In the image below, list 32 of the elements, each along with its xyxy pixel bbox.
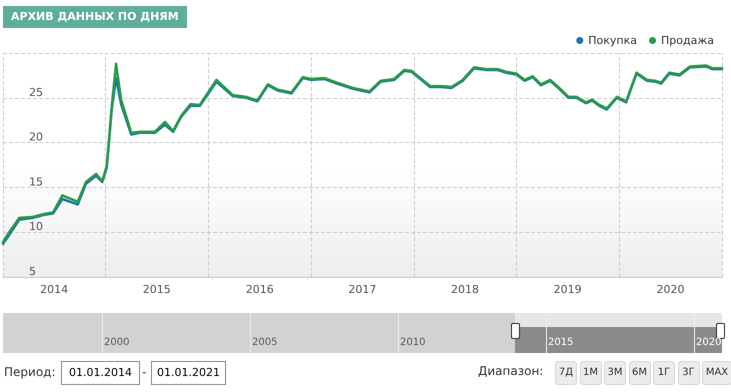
y-tick-label: 10 bbox=[29, 220, 43, 234]
y-tick-label: 5 bbox=[29, 265, 36, 278]
x-tick-label: 2019 bbox=[554, 283, 582, 296]
text: 7Д bbox=[555, 361, 577, 385]
y-tick-label: 15 bbox=[29, 175, 43, 188]
x-tick-label: 2016 bbox=[246, 283, 274, 296]
legend-label: Продажа bbox=[661, 34, 714, 47]
date-field: 01.01.2021 bbox=[151, 361, 226, 385]
text: - bbox=[142, 365, 146, 379]
text: Период: bbox=[4, 365, 56, 379]
x-tick-label: 2020 bbox=[656, 283, 685, 296]
text: 1Г bbox=[653, 361, 675, 385]
text: 2000 bbox=[104, 337, 130, 348]
text: 1М bbox=[580, 361, 602, 385]
text: 2005 bbox=[252, 337, 278, 348]
text: 2015 bbox=[548, 337, 574, 348]
text: MAX bbox=[702, 361, 731, 385]
text: 6М bbox=[628, 361, 650, 385]
text: 2010 bbox=[400, 337, 426, 348]
text: 2020 bbox=[696, 337, 722, 348]
legend-label: Покупка bbox=[588, 34, 638, 47]
x-tick-label: 2014 bbox=[40, 283, 68, 296]
date-field: 01.01.2014 bbox=[61, 361, 140, 385]
x-tick-label: 2017 bbox=[348, 283, 376, 296]
text: Диапазон: bbox=[478, 364, 544, 378]
text: 3М bbox=[604, 361, 626, 385]
chart-title: АРХИВ ДАННЫХ ПО ДНЯМ bbox=[3, 6, 187, 28]
text: 3Г bbox=[678, 361, 700, 385]
x-tick-label: 2015 bbox=[142, 283, 171, 296]
y-tick-label: 25 bbox=[29, 86, 43, 99]
y-tick-label: 20 bbox=[29, 130, 43, 144]
x-tick-label: 2018 bbox=[450, 283, 479, 296]
